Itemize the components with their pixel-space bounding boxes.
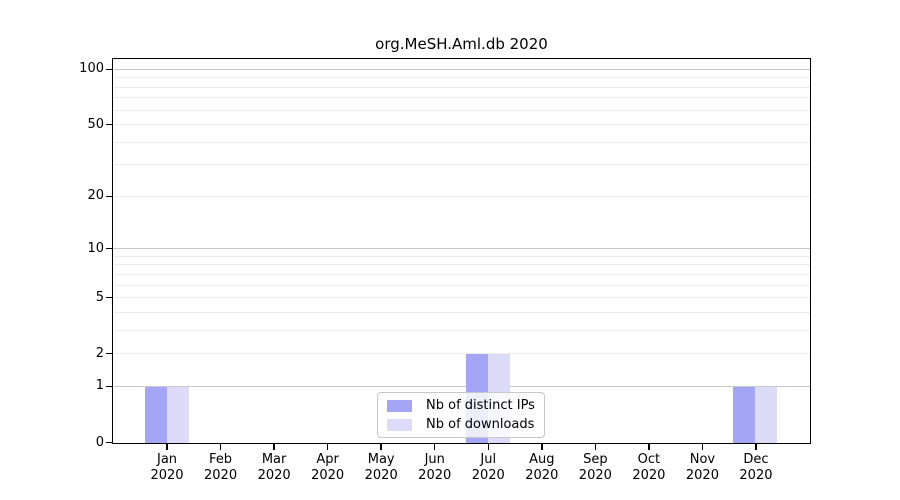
y-tick-mark-2	[106, 352, 113, 355]
y-tick-label-20: 20	[87, 188, 104, 204]
gridline-minor-30	[113, 164, 810, 166]
bar-downloads-dec	[755, 386, 778, 443]
legend-row-distinct-ips: Nb of distinct IPs	[387, 398, 544, 413]
x-tick-mark-nov	[701, 443, 704, 450]
gridline-minor-9	[113, 255, 810, 257]
x-tick-label-month: Jan	[157, 452, 178, 467]
x-tick-label-month: Apr	[316, 452, 339, 467]
x-tick-label-year: 2020	[150, 468, 184, 483]
gridline-minor-5	[113, 297, 810, 299]
x-tick-label-year: 2020	[418, 468, 452, 483]
x-tick-label-year: 2020	[311, 468, 345, 483]
x-tick-label-oct: Oct 2020	[617, 452, 681, 484]
gridline-major-100	[113, 68, 810, 70]
legend: Nb of distinct IPs Nb of downloads	[377, 392, 545, 438]
x-tick-label-dec: Dec 2020	[724, 452, 788, 484]
x-tick-mark-apr	[326, 443, 329, 450]
gridline-minor-4	[113, 311, 810, 313]
x-tick-label-apr: Apr 2020	[296, 452, 360, 484]
x-tick-label-jan: Jan 2020	[135, 452, 199, 484]
gridline-minor-7	[113, 273, 810, 275]
x-tick-label-month: Feb	[209, 452, 233, 467]
gridline-minor-6	[113, 284, 810, 286]
x-tick-label-year: 2020	[525, 468, 559, 483]
x-tick-label-year: 2020	[364, 468, 398, 483]
gridline-minor-3	[113, 329, 810, 331]
gridline-minor-90	[113, 77, 810, 79]
gridline-major-1	[113, 385, 810, 387]
y-tick-label-50: 50	[87, 116, 104, 132]
x-tick-label-jul: Jul 2020	[456, 452, 520, 484]
legend-label-downloads: Nb of downloads	[426, 417, 535, 432]
plot-area	[112, 58, 811, 444]
x-tick-label-year: 2020	[739, 468, 773, 483]
x-tick-label-month: Dec	[743, 452, 769, 467]
x-tick-label-jun: Jun 2020	[403, 452, 467, 484]
legend-swatch-distinct-ips	[387, 399, 412, 412]
gridline-minor-20	[113, 195, 810, 197]
x-tick-mark-sep	[594, 443, 597, 450]
x-tick-mark-jul	[487, 443, 490, 450]
y-tick-mark-0	[106, 441, 113, 444]
x-tick-mark-oct	[648, 443, 650, 450]
x-tick-mark-jan	[166, 443, 168, 450]
x-tick-label-month: Aug	[529, 452, 555, 467]
x-tick-mark-aug	[541, 443, 543, 450]
y-tick-label-0: 0	[95, 434, 104, 450]
y-tick-mark-20	[106, 195, 113, 198]
x-tick-label-month: Jun	[424, 452, 445, 467]
x-tick-label-year: 2020	[257, 468, 291, 483]
gridline-minor-70	[113, 97, 810, 99]
x-tick-label-may: May 2020	[349, 452, 413, 484]
chart-title: org.MeSH.Aml.db 2020	[375, 35, 548, 53]
y-tick-label-2: 2	[95, 345, 104, 361]
y-tick-label-100: 100	[79, 61, 104, 77]
x-tick-label-nov: Nov 2020	[670, 452, 734, 484]
gridline-major-10	[113, 248, 810, 250]
y-tick-mark-5	[106, 296, 113, 299]
gridline-minor-50	[113, 124, 810, 126]
y-tick-mark-1	[106, 385, 113, 388]
x-tick-label-month: Jul	[480, 452, 497, 467]
x-tick-label-month: Sep	[583, 452, 608, 467]
x-tick-label-aug: Aug 2020	[510, 452, 574, 484]
gridline-minor-80	[113, 86, 810, 88]
gridline-minor-2	[113, 353, 810, 355]
gridline-minor-40	[113, 141, 810, 143]
x-tick-label-year: 2020	[578, 468, 612, 483]
gridline-minor-8	[113, 264, 810, 266]
x-tick-label-year: 2020	[685, 468, 719, 483]
x-tick-mark-feb	[219, 443, 222, 450]
gridline-minor-60	[113, 109, 810, 111]
x-tick-mark-mar	[273, 443, 275, 450]
y-tick-mark-50	[106, 123, 113, 126]
x-tick-mark-may	[380, 443, 382, 450]
x-tick-label-year: 2020	[471, 468, 505, 483]
y-tick-label-5: 5	[95, 289, 104, 305]
legend-swatch-downloads	[387, 418, 412, 431]
legend-row-downloads: Nb of downloads	[387, 417, 544, 432]
y-tick-mark-100	[106, 68, 113, 71]
y-tick-label-1: 1	[95, 378, 104, 394]
bar-distinct-ips-jan	[144, 386, 167, 443]
legend-label-distinct-ips: Nb of distinct IPs	[426, 398, 535, 413]
x-tick-label-year: 2020	[204, 468, 238, 483]
x-tick-label-feb: Feb 2020	[189, 452, 253, 484]
x-tick-mark-dec	[755, 443, 757, 450]
bar-downloads-jan	[166, 386, 189, 443]
x-tick-label-year: 2020	[632, 468, 666, 483]
y-tick-mark-10	[106, 247, 113, 250]
bar-distinct-ips-dec	[733, 386, 756, 443]
x-tick-label-month: Nov	[689, 452, 716, 467]
x-tick-label-month: Mar	[261, 452, 287, 467]
y-tick-label-10: 10	[87, 240, 104, 256]
x-tick-mark-jun	[433, 443, 436, 450]
x-tick-label-sep: Sep 2020	[563, 452, 627, 484]
x-tick-label-month: May	[367, 452, 395, 467]
x-tick-label-mar: Mar 2020	[242, 452, 306, 484]
x-tick-label-month: Oct	[637, 452, 661, 467]
